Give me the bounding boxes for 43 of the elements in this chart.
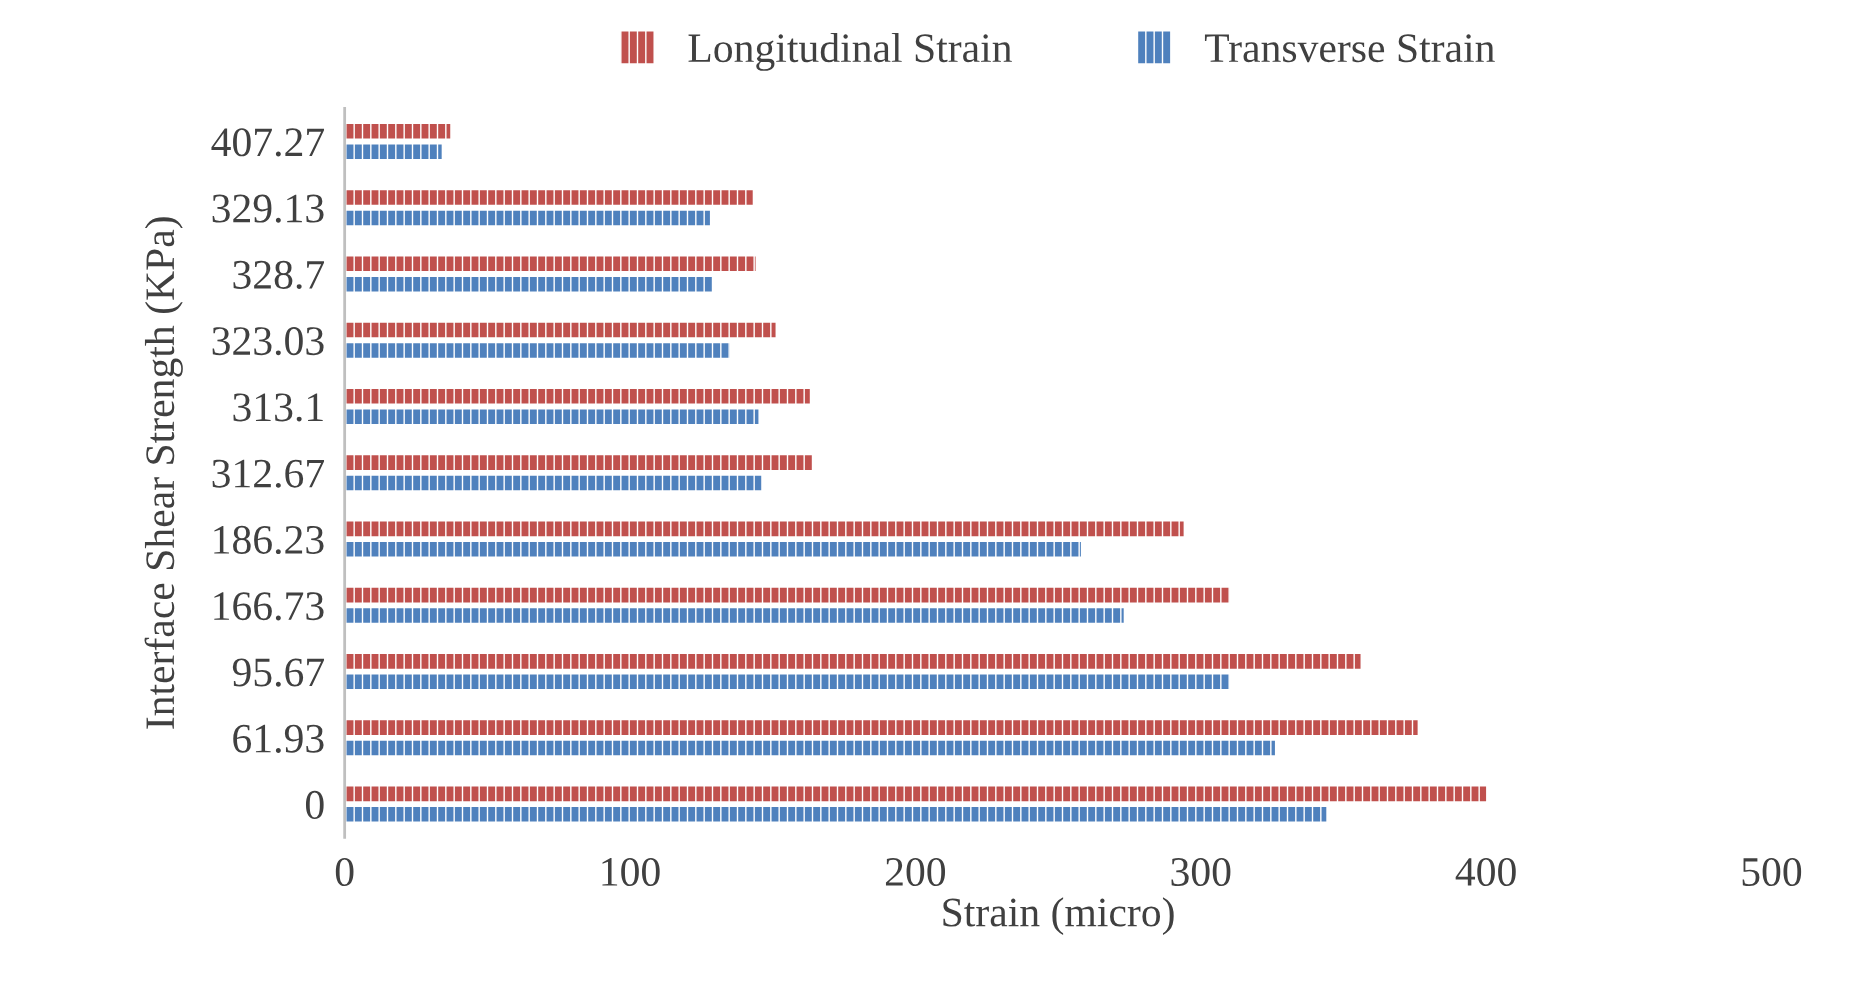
- y-axis-title: Interface Shear Strength (KPa): [144, 217, 183, 729]
- bar: [344, 608, 1124, 623]
- y-tick-label: 323.03: [212, 327, 324, 356]
- bar: [344, 144, 442, 159]
- x-tick-label: 0: [335, 857, 354, 887]
- y-tick-label: 328.7: [233, 260, 325, 290]
- bar: [344, 521, 1184, 537]
- x-tick-label: 300: [1171, 857, 1231, 887]
- x-tick-label: 100: [602, 857, 660, 887]
- bar: [344, 654, 1361, 669]
- x-tick-label: 400: [1455, 857, 1516, 887]
- legend-label: Longitudinal Strain: [688, 32, 1012, 71]
- bar: [344, 256, 756, 272]
- x-tick-label: 500: [1742, 857, 1802, 887]
- x-tick-label: 200: [885, 857, 946, 887]
- y-tick-label: 329.13: [212, 194, 324, 223]
- y-tick-label: 95.67: [232, 658, 325, 687]
- y-tick-label: 186.23: [214, 525, 324, 555]
- bar: [344, 409, 759, 425]
- bar: [344, 720, 1418, 735]
- bar: [344, 276, 713, 292]
- bar: [344, 740, 1275, 756]
- bar: [344, 674, 1230, 690]
- y-tick-label: 0: [305, 790, 324, 819]
- y-tick-label: 313.1: [233, 393, 323, 422]
- bar: [344, 389, 810, 404]
- bar: [344, 807, 1327, 822]
- y-tick-label: 61.93: [233, 724, 324, 753]
- bar: [344, 587, 1230, 603]
- legend-label: Transverse Strain: [1204, 34, 1495, 63]
- x-axis-title: Strain (micro): [943, 897, 1174, 936]
- bar: [344, 210, 710, 226]
- y-tick-label: 407.27: [211, 128, 325, 157]
- bar: [344, 541, 1081, 557]
- bar: [344, 786, 1487, 802]
- bar: [344, 455, 813, 470]
- y-tick-label: 166.73: [214, 592, 324, 621]
- bar: [344, 190, 753, 205]
- bar: [344, 475, 762, 491]
- bar: [344, 343, 730, 358]
- y-tick-label: 312.67: [212, 459, 325, 488]
- bar: [344, 123, 451, 139]
- bar: [344, 322, 776, 338]
